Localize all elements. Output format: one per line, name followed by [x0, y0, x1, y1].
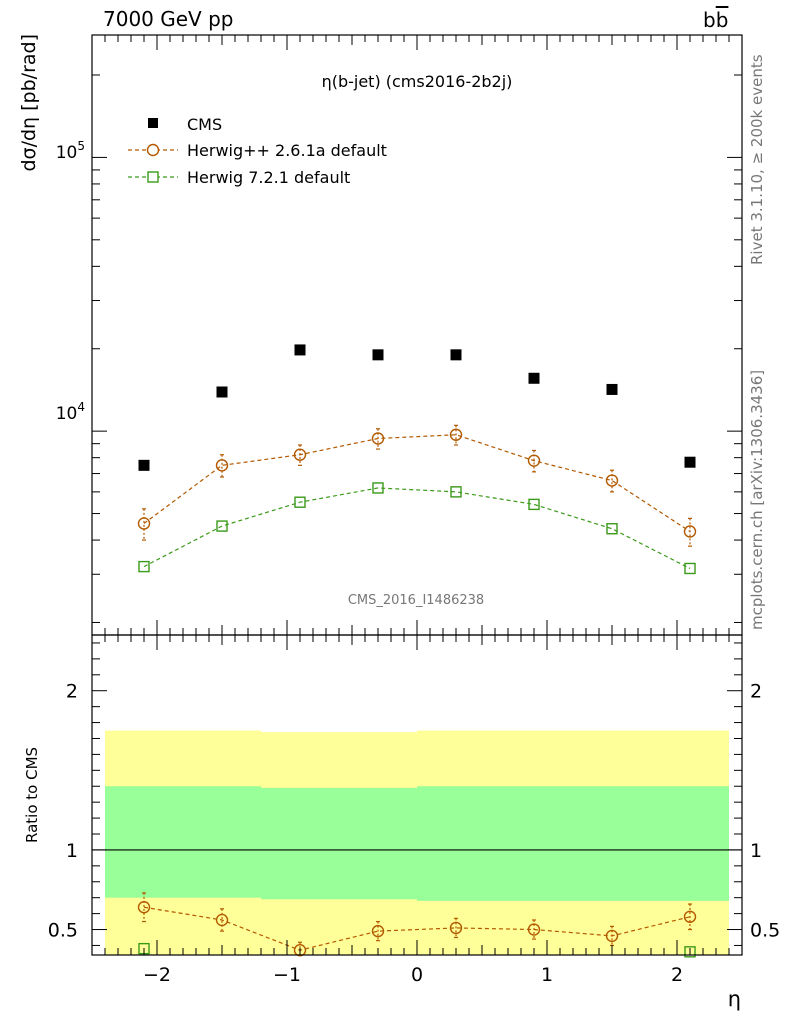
- ratio-ytick-label-right: 2: [750, 681, 762, 703]
- main-plot-title: η(b-jet) (cms2016-2b2j): [322, 72, 513, 91]
- ratio-band-green: [261, 787, 417, 900]
- ratio-band-green: [417, 786, 729, 901]
- xtick-label: 1: [541, 964, 553, 986]
- ytick-label-1e4-exp: 4: [77, 400, 85, 414]
- series-line: [143, 906, 691, 951]
- data-point: [372, 482, 384, 494]
- data-point: [527, 923, 541, 936]
- data-point: [606, 523, 618, 535]
- xtick-label: −2: [143, 964, 171, 986]
- legend: CMS Herwig++ 2.6.1a default Herwig 7.2.1…: [128, 115, 387, 187]
- ratio-plot-series: [137, 892, 697, 958]
- data-point: [527, 454, 541, 467]
- data-point: [137, 517, 151, 530]
- xtick-label: −1: [273, 964, 301, 986]
- data-point: [137, 901, 151, 914]
- ytick-label-1e5: 105: [56, 139, 85, 163]
- legend-marker-cms: [148, 118, 158, 128]
- ratio-plot-xlabel: η: [728, 987, 741, 1011]
- data-point: [215, 459, 229, 472]
- legend-label-herwig7: Herwig 7.2.1 default: [187, 168, 350, 187]
- data-point: [605, 474, 619, 487]
- main-plot-ticks: [91, 35, 743, 635]
- series-line: [143, 434, 691, 532]
- legend-marker-herwig7: [147, 171, 159, 183]
- ratio-ytick-label: 0.5: [48, 920, 78, 942]
- ratio-plot-ticks: 0.5 0.5 1 1 2 2 −2 −1 0 1 2: [48, 635, 780, 986]
- ratio-ytick-label-right: 0.5: [750, 920, 780, 942]
- data-point: [606, 383, 618, 395]
- main-plot-ylabel: dσ/dη [pb/rad]: [18, 34, 40, 172]
- legend-label-herwigpp: Herwig++ 2.6.1a default: [187, 141, 387, 160]
- data-point: [684, 946, 696, 958]
- data-point: [293, 944, 307, 957]
- data-point: [684, 456, 696, 468]
- main-plot-series: [137, 344, 697, 575]
- ratio-ytick-label-right: 1: [750, 840, 762, 862]
- header-left: 7000 GeV pp: [103, 7, 234, 31]
- data-point: [605, 929, 619, 943]
- xtick-label: 2: [671, 964, 683, 986]
- data-point: [528, 498, 540, 511]
- ytick-label-1e5-exp: 5: [77, 139, 85, 153]
- header-right-b: b: [703, 8, 716, 32]
- data-point: [684, 562, 696, 575]
- mcplots-label: mcplots.cern.ch [arXiv:1306.3436]: [748, 370, 766, 630]
- xtick-label: 0: [411, 964, 423, 986]
- ytick-label-1e4: 104: [56, 400, 85, 424]
- series-line: [143, 487, 691, 570]
- data-point: [216, 386, 228, 398]
- data-point: [450, 486, 462, 498]
- data-point: [449, 921, 463, 935]
- legend-marker-herwigpp: [146, 143, 160, 157]
- ratio-plot-ylabel: Ratio to CMS: [23, 747, 41, 843]
- data-point: [215, 913, 229, 927]
- data-point: [371, 432, 385, 445]
- data-point: [293, 448, 307, 461]
- data-point: [294, 496, 306, 508]
- data-point: [294, 344, 306, 356]
- data-point: [138, 560, 150, 573]
- ratio-ytick-label: 2: [66, 681, 78, 703]
- ratio-ytick-label: 1: [66, 840, 78, 862]
- data-point: [683, 525, 697, 538]
- data-point: [216, 520, 228, 532]
- data-point: [528, 372, 540, 384]
- main-plot-watermark: CMS_2016_I1486238: [348, 593, 484, 608]
- legend-label-cms: CMS: [187, 115, 222, 134]
- data-point: [138, 459, 150, 471]
- ratio-band-green: [105, 786, 261, 898]
- header-right-bbar: b: [716, 8, 729, 32]
- data-point: [683, 910, 697, 923]
- data-point: [449, 428, 463, 441]
- data-point: [371, 924, 385, 938]
- ratio-bands: [105, 730, 729, 955]
- data-point: [450, 349, 462, 361]
- rivet-label: Rivet 3.1.10, ≥ 200k events: [748, 54, 766, 265]
- data-point: [372, 349, 384, 361]
- header-right: bb: [703, 8, 728, 32]
